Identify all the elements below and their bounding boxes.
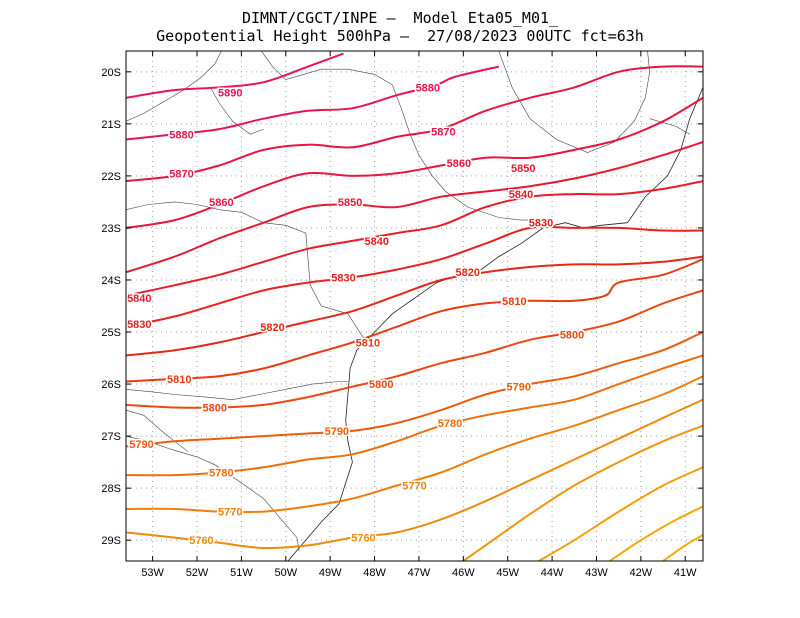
- contour-label-5820: 5820: [260, 322, 284, 334]
- contour-labels: 5890 5880 5880 5870 5870 5860 5860 5850 5850 5840…: [126, 81, 586, 549]
- lat-tick-label: 20S: [101, 67, 121, 79]
- contour-label-5890: 5890: [218, 88, 242, 100]
- contour-label-5880: 5880: [169, 129, 193, 141]
- lat-tick-label: 24S: [101, 275, 121, 287]
- contour-label-5860: 5860: [447, 158, 471, 170]
- contour-label-5830: 5830: [331, 272, 355, 284]
- contour-label-5870: 5870: [169, 168, 193, 180]
- contour-label-5790: 5790: [129, 439, 153, 451]
- lat-tick-label: 26S: [101, 379, 121, 391]
- contour-label-5760: 5760: [189, 535, 213, 547]
- graticule: [126, 51, 703, 561]
- contour-5860: [126, 96, 703, 229]
- contour-label-5870: 5870: [431, 127, 455, 139]
- contour-label-5780: 5780: [438, 418, 462, 430]
- lat-tick-label: 22S: [101, 171, 121, 183]
- state-border: [126, 51, 222, 122]
- contour-label-5810: 5810: [167, 374, 191, 386]
- state-border: [210, 87, 264, 135]
- contour-5820: [126, 255, 703, 357]
- contour-label-5850: 5850: [511, 163, 535, 175]
- contour-label-5830: 5830: [127, 319, 151, 331]
- contour-5770: [126, 375, 703, 514]
- lat-tick-label: 28S: [101, 483, 121, 495]
- contour-label-5790: 5790: [507, 382, 531, 394]
- lon-tick-label: 52W: [186, 567, 209, 579]
- state-border: [649, 118, 690, 135]
- contour-5720: [662, 534, 703, 561]
- contour-5850: [126, 141, 703, 274]
- contour-5730: [609, 505, 703, 561]
- contour-5760: [126, 398, 703, 550]
- lon-tick-label: 51W: [230, 567, 253, 579]
- contour-5830: [126, 225, 703, 328]
- state-border: [126, 381, 348, 401]
- title-line-2: Geopotential Height 500hPa – 27/08/2023 …: [156, 27, 644, 45]
- contour-5890: [126, 52, 344, 99]
- contour-5880: [126, 65, 500, 141]
- contour-label-5860: 5860: [209, 197, 233, 209]
- lon-tick-label: 46W: [452, 567, 475, 579]
- contour-label-5760: 5760: [351, 533, 375, 545]
- contour-label-5850: 5850: [338, 197, 362, 209]
- lon-tick-label: 42W: [630, 567, 653, 579]
- lon-tick-label: 53W: [141, 567, 164, 579]
- contour-label-5810: 5810: [356, 337, 380, 349]
- lat-tick-label: 21S: [101, 119, 121, 131]
- lon-tick-label: 48W: [363, 567, 386, 579]
- lon-tick-label: 47W: [408, 567, 431, 579]
- contour-label-5840: 5840: [509, 189, 533, 201]
- contour-5750: [462, 424, 703, 561]
- contour-label-5800: 5800: [369, 379, 393, 391]
- lat-tick-label: 25S: [101, 327, 121, 339]
- state-border: [126, 435, 300, 551]
- title-line-1: DIMNT/CGCT/INPE – Model Eta05_M01_: [241, 9, 559, 27]
- lon-tick-label: 44W: [541, 567, 564, 579]
- contour-label-5800: 5800: [203, 402, 227, 414]
- contour-label-5840: 5840: [365, 236, 389, 248]
- contour-5840: [126, 180, 703, 297]
- lon-tick-label: 50W: [274, 567, 297, 579]
- contour-label-5810: 5810: [502, 296, 526, 308]
- contour-label-5840: 5840: [127, 293, 151, 305]
- lat-tick-label: 29S: [101, 535, 121, 547]
- contour-lines: [126, 52, 703, 561]
- contour-label-5770: 5770: [218, 507, 242, 519]
- contour-label-5800: 5800: [560, 330, 584, 342]
- state-border: [126, 201, 371, 346]
- lon-tick-label: 45W: [496, 567, 519, 579]
- contour-label-5790: 5790: [325, 426, 349, 438]
- map-frame: [125, 50, 704, 562]
- lon-tick-label: 49W: [319, 567, 342, 579]
- coastline: [287, 87, 703, 561]
- contour-5870: [126, 65, 703, 183]
- contour-5800: [126, 289, 703, 409]
- contour-label-5880: 5880: [416, 82, 440, 94]
- contour-5790: [126, 331, 703, 448]
- contour-5740: [538, 466, 703, 561]
- state-border: [126, 409, 189, 452]
- contour-5810: [126, 258, 703, 383]
- state-border: [498, 51, 651, 153]
- axis-ticks: 20S 21S 22S 23S 24S 25S 26S 27S 28S 29S 53W 52W 51W 5…: [101, 51, 703, 579]
- contour-5780: [126, 354, 703, 477]
- contour-label-5770: 5770: [402, 481, 426, 493]
- state-border: [632, 51, 633, 52]
- contour-label-5830: 5830: [529, 218, 553, 230]
- lat-tick-label: 27S: [101, 431, 121, 443]
- lon-tick-label: 43W: [585, 567, 608, 579]
- contour-label-5820: 5820: [456, 267, 480, 279]
- contour-label-5780: 5780: [209, 468, 233, 480]
- lat-tick-label: 23S: [101, 223, 121, 235]
- lon-tick-label: 41W: [674, 567, 697, 579]
